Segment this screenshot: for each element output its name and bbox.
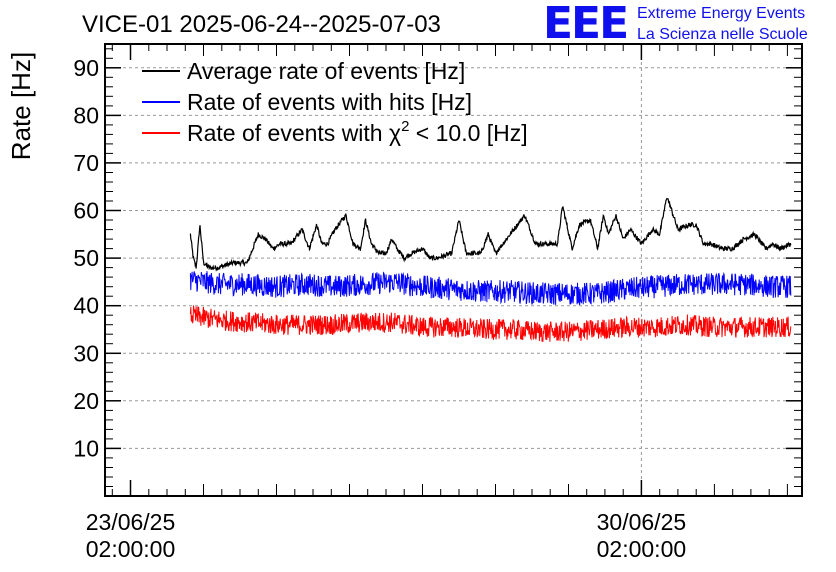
legend: Average rate of events [Hz] Rate of even… [142, 58, 528, 146]
y-tick-label: 60 [73, 198, 99, 224]
chart-title: VICE-01 2025-06-24--2025-07-03 [82, 11, 441, 38]
legend-label-chi2: Rate of events with χ2 < 10.0 [Hz] [187, 118, 528, 146]
y-tick-label: 90 [73, 55, 99, 81]
series-line-average [189, 197, 792, 272]
y-tick-label: 80 [73, 102, 99, 128]
series-line-chi2 [189, 305, 792, 343]
logo-line-1: Extreme Energy Events [637, 5, 805, 22]
legend-label-chi2-prefix: Rate of events with χ [187, 120, 401, 146]
logo-line-2: La Scienza nelle Scuole [637, 26, 808, 43]
y-axis-label: Rate [Hz] [6, 52, 36, 160]
y-tick-label: 10 [73, 435, 99, 461]
x-tick-label-time: 02:00:00 [86, 536, 176, 562]
x-tick-label-time: 02:00:00 [597, 536, 687, 562]
y-tick-label: 40 [73, 293, 99, 319]
eee-logo: EEE Extreme Energy Events La Scienza nel… [543, 0, 808, 49]
y-tick-label: 30 [73, 340, 99, 366]
eee-logo-mark: EEE [543, 0, 627, 49]
y-tick-label: 70 [73, 150, 99, 176]
y-tick-label: 50 [73, 245, 99, 271]
series-line-hits [189, 271, 792, 306]
x-tick-label-date: 30/06/25 [597, 509, 687, 535]
x-tick-label-date: 23/06/25 [86, 509, 176, 535]
series-layer [189, 197, 792, 343]
legend-label-chi2-suffix: < 10.0 [Hz] [409, 120, 527, 146]
grid [105, 44, 802, 496]
y-tick-label: 20 [73, 388, 99, 414]
axes: 10203040506070809023/06/2502:00:0030/06/… [73, 44, 802, 562]
legend-label-hits: Rate of events with hits [Hz] [187, 89, 472, 115]
legend-label-chi2-superscript: 2 [401, 118, 409, 135]
legend-label-average: Average rate of events [Hz] [187, 58, 465, 84]
plot-frame [104, 43, 803, 497]
